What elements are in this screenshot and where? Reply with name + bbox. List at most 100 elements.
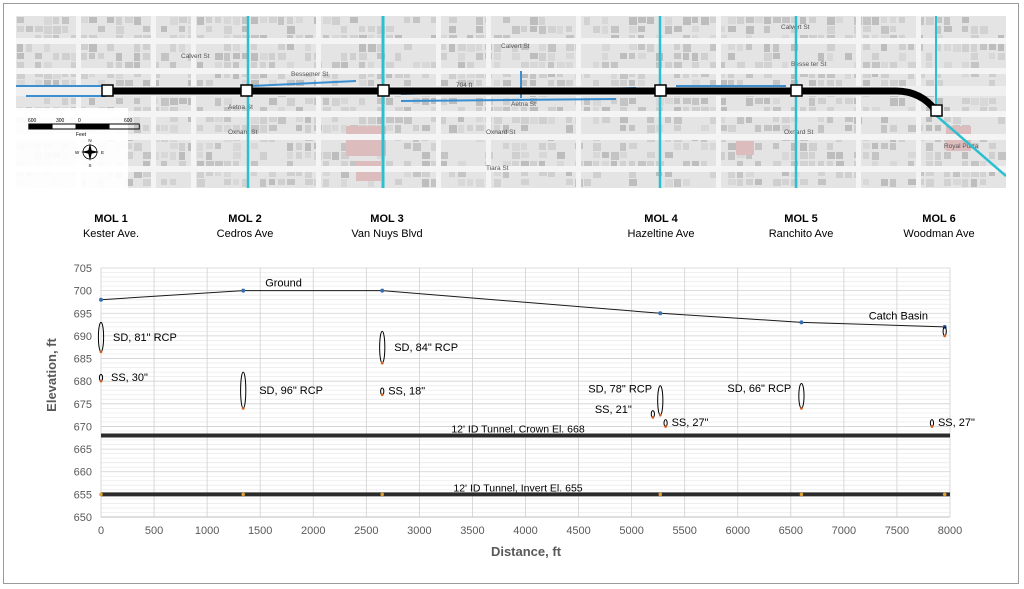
ground-point (658, 311, 663, 316)
building-footprint (872, 107, 880, 113)
building-footprint (260, 71, 267, 78)
building-footprint (224, 17, 231, 24)
ground-label: Ground (265, 278, 302, 290)
building-footprint (269, 179, 275, 185)
building-footprint (143, 179, 151, 186)
street-ew (16, 38, 1006, 44)
building-footprint (395, 125, 401, 133)
building-footprint (683, 143, 689, 150)
building-footprint (593, 98, 601, 106)
building-footprint (197, 125, 203, 131)
building-footprint (629, 17, 637, 25)
building-footprint (737, 179, 743, 186)
building-footprint (935, 125, 941, 131)
building-footprint (638, 161, 646, 167)
building-footprint (791, 44, 798, 51)
building-footprint (143, 170, 151, 177)
ground-point (241, 288, 246, 293)
building-footprint (251, 143, 258, 149)
building-footprint (962, 170, 970, 177)
building-footprint (170, 143, 178, 149)
ground-line (100, 290, 945, 328)
building-footprint (908, 44, 914, 50)
ground-series: Ground (99, 278, 947, 329)
building-footprint (800, 17, 806, 24)
building-footprint (341, 161, 348, 168)
shaft-marker-4[interactable] (654, 84, 667, 97)
shaft-street-2: Cedros Ave (217, 228, 274, 240)
building-footprint (431, 107, 439, 113)
building-footprint (305, 179, 313, 185)
utility-label: SS, 21" (595, 404, 632, 416)
tunnel-lines: 12' ID Tunnel, Crown El. 668 12' ID Tunne… (99, 424, 950, 497)
building-footprint (944, 17, 950, 25)
building-footprint (116, 26, 124, 34)
shaft-marker-1[interactable] (101, 84, 114, 97)
building-footprint (476, 44, 482, 51)
building-footprint (170, 125, 178, 133)
building-footprint (620, 107, 627, 114)
building-footprint (269, 80, 277, 86)
building-footprint (494, 53, 501, 60)
building-footprint (143, 44, 150, 50)
building-footprint (728, 71, 734, 78)
building-footprint (134, 53, 140, 61)
building-footprint (584, 71, 590, 78)
building-footprint (278, 17, 284, 25)
building-footprint (908, 161, 914, 167)
building-footprint (377, 71, 384, 79)
street-ew (16, 68, 1006, 74)
building-footprint (368, 62, 374, 69)
building-footprint (944, 170, 950, 177)
building-footprint (755, 62, 763, 70)
building-footprint (170, 17, 178, 25)
building-footprint (251, 80, 259, 87)
x-tick-label: 3500 (460, 525, 484, 537)
shaft-markers (101, 84, 943, 117)
utility-invert-point (99, 350, 103, 354)
building-footprint (989, 80, 995, 86)
building-footprint (206, 116, 214, 122)
building-footprint (242, 17, 248, 24)
building-footprint (845, 98, 853, 104)
shaft-marker-2[interactable] (240, 84, 253, 97)
building-footprint (503, 98, 510, 105)
building-footprint (638, 53, 646, 59)
building-footprint (665, 26, 672, 34)
building-footprint (296, 152, 302, 159)
building-footprint (161, 107, 168, 114)
building-footprint (224, 44, 231, 51)
building-footprint (764, 26, 770, 33)
building-footprint (602, 17, 608, 24)
shaft-marker-6[interactable] (930, 104, 943, 117)
building-footprint (458, 62, 465, 68)
building-footprint (548, 26, 556, 33)
shaft-marker-5[interactable] (790, 84, 803, 97)
compass-n: N (88, 138, 91, 143)
building-footprint (53, 17, 59, 24)
building-footprint (728, 152, 735, 160)
building-footprint (440, 53, 447, 60)
building-footprint (629, 170, 636, 178)
building-footprint (809, 71, 815, 78)
building-footprint (746, 116, 752, 123)
building-footprint (224, 62, 231, 70)
building-footprint (818, 179, 826, 185)
building-footprint (773, 17, 781, 23)
y-tick-label: 650 (74, 512, 92, 524)
building-footprint (413, 125, 419, 131)
building-footprint (665, 179, 673, 187)
shaft-marker-3[interactable] (377, 84, 390, 97)
building-footprint (602, 62, 609, 70)
building-footprint (233, 143, 241, 151)
building-footprint (323, 152, 331, 159)
building-footprint (872, 62, 880, 69)
building-footprint (530, 80, 536, 88)
x-tick-label: 5500 (672, 525, 696, 537)
building-footprint (269, 170, 276, 177)
building-footprint (935, 152, 941, 160)
building-footprint (125, 80, 133, 87)
building-footprint (566, 179, 573, 185)
building-footprint (377, 98, 385, 104)
